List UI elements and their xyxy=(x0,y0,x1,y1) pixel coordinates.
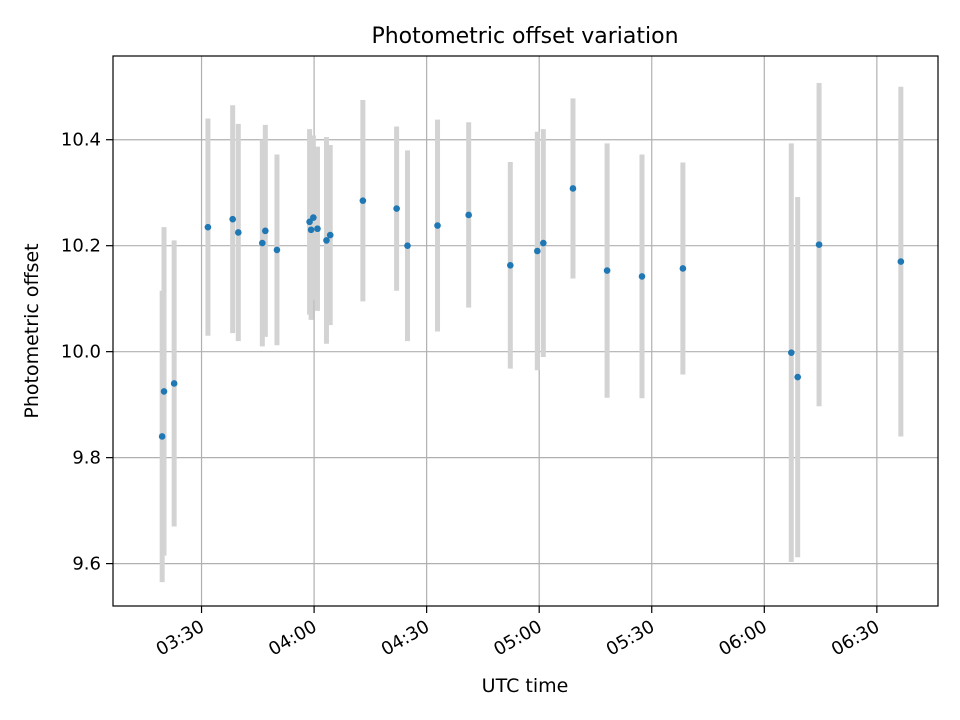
data-point xyxy=(323,237,330,244)
data-point xyxy=(679,265,687,272)
data-point xyxy=(393,205,400,212)
y-tick-label: 9.8 xyxy=(72,448,101,469)
data-point xyxy=(603,267,611,274)
plot-area xyxy=(113,56,938,606)
data-point xyxy=(170,380,178,387)
data-point xyxy=(306,218,313,226)
data-point xyxy=(326,231,334,239)
x-axis-label: UTC time xyxy=(482,675,569,697)
plot-frame xyxy=(112,55,939,607)
y-tick-label: 10.0 xyxy=(61,342,101,363)
data-point xyxy=(794,373,801,381)
data-point xyxy=(569,185,577,192)
grid xyxy=(113,56,938,606)
data-point xyxy=(897,258,905,265)
data-point xyxy=(465,211,472,219)
data-point xyxy=(262,227,269,235)
y-tick-label: 10.4 xyxy=(61,130,101,151)
data-point xyxy=(160,388,168,395)
y-tick-label: 9.6 xyxy=(72,554,101,575)
data-point xyxy=(259,239,266,247)
y-axis-label: Photometric offset xyxy=(21,243,43,418)
data-point xyxy=(307,226,315,234)
data-point xyxy=(273,246,281,254)
data-point xyxy=(229,215,236,223)
data-point xyxy=(158,433,166,440)
data-point xyxy=(434,222,441,229)
data-point xyxy=(359,197,367,204)
data-point xyxy=(235,229,242,236)
data-point xyxy=(815,241,823,248)
chart-title: Photometric offset variation xyxy=(371,24,678,49)
data-points xyxy=(158,185,905,440)
data-point xyxy=(314,225,321,233)
y-axis-ticks: 9.6 9.8 10.0 10.2 10.4 xyxy=(61,130,113,575)
data-point xyxy=(310,214,317,221)
data-point xyxy=(638,273,646,280)
data-point xyxy=(540,239,547,247)
data-point xyxy=(507,261,514,269)
data-point xyxy=(404,242,411,249)
y-tick-label: 10.2 xyxy=(61,236,101,257)
data-point xyxy=(534,247,541,255)
data-point xyxy=(788,349,795,357)
data-point xyxy=(204,223,212,231)
